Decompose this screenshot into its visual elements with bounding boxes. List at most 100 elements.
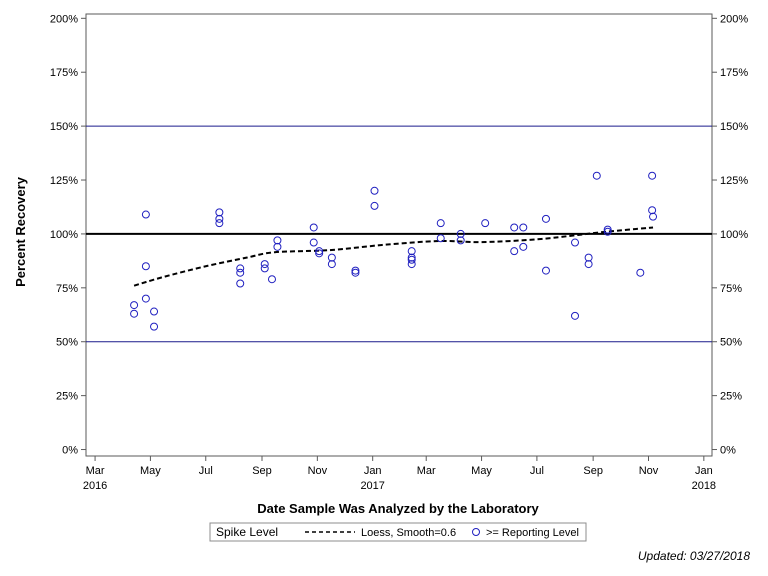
y-axis-left: 0% 25% 50% 75% 100% 125% 150% 175% 200% xyxy=(50,13,86,457)
data-point xyxy=(327,253,336,262)
data-point xyxy=(519,223,528,232)
data-point xyxy=(541,266,550,275)
x-tick-label: Sep xyxy=(583,465,603,477)
data-point xyxy=(260,260,269,269)
data-point xyxy=(571,238,580,247)
data-point xyxy=(370,201,379,210)
data-point xyxy=(603,227,612,236)
y-tick-label-left: 25% xyxy=(56,391,78,403)
x-axis-title: Date Sample Was Analyzed by the Laborato… xyxy=(257,501,539,516)
data-point xyxy=(327,260,336,269)
x-tick-label: May xyxy=(471,465,492,477)
y-tick-label-right: 150% xyxy=(720,121,748,133)
data-point xyxy=(636,268,645,277)
y-tick-label-right: 25% xyxy=(720,391,742,403)
x-tick-label: May xyxy=(140,465,161,477)
y-tick-label-left: 125% xyxy=(50,175,78,187)
data-point xyxy=(130,309,139,318)
data-point xyxy=(273,236,282,245)
data-point xyxy=(267,275,276,284)
data-point xyxy=(309,238,318,247)
data-point xyxy=(603,225,612,234)
scatter-series xyxy=(130,171,658,331)
y-tick-label-right: 200% xyxy=(720,13,748,25)
data-point xyxy=(315,247,324,256)
data-point xyxy=(456,236,465,245)
y-tick-label-left: 75% xyxy=(56,283,78,295)
data-point xyxy=(370,186,379,195)
data-point xyxy=(510,247,519,256)
data-point xyxy=(351,266,360,275)
legend-point-label: >= Reporting Level xyxy=(486,527,579,539)
y-tick-label-right: 100% xyxy=(720,229,748,241)
y-tick-label-left: 175% xyxy=(50,67,78,79)
data-point xyxy=(309,223,318,232)
data-point xyxy=(150,322,159,331)
y-tick-label-left: 100% xyxy=(50,229,78,241)
loess-curve xyxy=(133,226,654,287)
legend: Spike Level Loess, Smooth=0.6 >= Reporti… xyxy=(209,522,587,542)
data-point xyxy=(407,260,416,269)
data-point xyxy=(436,234,445,243)
y-tick-label-right: 175% xyxy=(720,67,748,79)
y-tick-label-right: 50% xyxy=(720,337,742,349)
y-tick-label-left: 200% xyxy=(50,13,78,25)
plot-frame xyxy=(85,13,713,457)
legend-box xyxy=(209,522,587,542)
data-point xyxy=(141,262,150,271)
x-tick-label: Jul xyxy=(199,465,213,477)
y-tick-label-right: 125% xyxy=(720,175,748,187)
x-tick-label: Sep xyxy=(252,465,272,477)
data-point xyxy=(215,208,224,217)
data-point xyxy=(141,210,150,219)
x-tick-label: Mar xyxy=(417,465,436,477)
data-point xyxy=(215,219,224,228)
data-point xyxy=(407,247,416,256)
data-point xyxy=(130,301,139,310)
data-point xyxy=(260,264,269,273)
data-point xyxy=(592,171,601,180)
data-point xyxy=(510,223,519,232)
data-point xyxy=(407,253,416,262)
loess-series xyxy=(133,226,654,287)
y-tick-label-left: 150% xyxy=(50,121,78,133)
x-tick-label: Nov xyxy=(308,465,328,477)
x-tick-label: Nov xyxy=(639,465,659,477)
y-tick-label-left: 50% xyxy=(56,337,78,349)
legend-spike-level: Spike Level xyxy=(216,525,278,539)
data-point xyxy=(236,279,245,288)
data-point xyxy=(456,229,465,238)
y-tick-label-right: 0% xyxy=(720,445,736,457)
data-point xyxy=(236,264,245,273)
data-point xyxy=(481,219,490,228)
data-point xyxy=(215,214,224,223)
x-tick-label: Jul xyxy=(530,465,544,477)
updated-footnote: Updated: 03/27/2018 xyxy=(638,549,750,563)
data-point xyxy=(351,268,360,277)
data-point xyxy=(141,294,150,303)
x-tick-label: Jan xyxy=(364,465,382,477)
y-tick-label-right: 75% xyxy=(720,283,742,295)
legend-loess-label: Loess, Smooth=0.6 xyxy=(361,527,456,539)
x-tick-label: Mar xyxy=(86,465,105,477)
y-tick-label-left: 0% xyxy=(62,445,78,457)
reference-lines xyxy=(86,125,712,343)
data-point xyxy=(315,249,324,258)
x-tick-year-label: 2018 xyxy=(692,480,716,492)
data-point xyxy=(407,255,416,264)
data-point xyxy=(236,268,245,277)
x-tick-year-label: 2016 xyxy=(83,480,107,492)
data-point xyxy=(519,242,528,251)
data-point xyxy=(584,260,593,269)
y-axis-title: Percent Recovery xyxy=(13,176,28,287)
x-tick-label: Jan xyxy=(695,465,713,477)
data-point xyxy=(273,242,282,251)
legend-point-swatch xyxy=(472,528,480,536)
plot-frame-rect xyxy=(85,13,713,457)
data-point xyxy=(541,214,550,223)
data-point xyxy=(648,171,657,180)
data-point xyxy=(150,307,159,316)
data-point xyxy=(584,253,593,262)
data-point xyxy=(571,311,580,320)
